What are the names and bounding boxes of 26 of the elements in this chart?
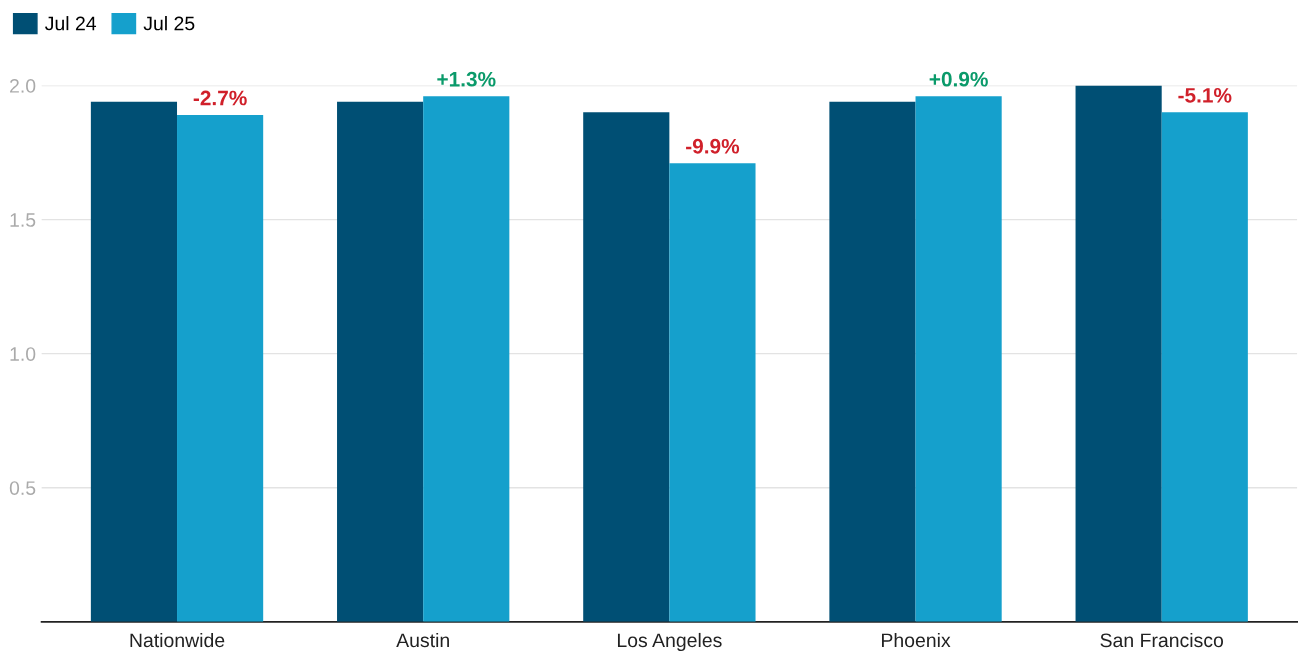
bar bbox=[1161, 112, 1248, 622]
annotation: -2.7% bbox=[193, 90, 247, 106]
bar bbox=[669, 163, 756, 622]
x-tick-label: Los Angeles bbox=[617, 632, 722, 652]
annotation: -9.9% bbox=[686, 138, 740, 154]
bar bbox=[90, 101, 178, 622]
annotation: +0.9% bbox=[929, 71, 988, 87]
bar bbox=[423, 96, 510, 622]
y-tick-label: 0.5 bbox=[9, 481, 36, 495]
x-tick-label: Phoenix bbox=[882, 632, 951, 648]
bar bbox=[829, 101, 916, 622]
x-tick-label: San Francisco bbox=[1100, 632, 1224, 648]
y-tick-label: 1.0 bbox=[10, 347, 36, 361]
bar bbox=[177, 115, 264, 622]
bar bbox=[915, 96, 1002, 622]
annotation: +1.3% bbox=[437, 71, 496, 87]
bar bbox=[1075, 85, 1162, 622]
y-tick-label: 1.5 bbox=[10, 213, 36, 227]
bar bbox=[583, 112, 670, 622]
x-tick-label: Nationwide bbox=[130, 632, 225, 648]
legend-label: Jul 24 bbox=[45, 16, 97, 31]
legend-label: Jul 25 bbox=[143, 16, 195, 31]
annotation: -5.1% bbox=[1178, 87, 1232, 103]
y-tick-label: 2.0 bbox=[10, 79, 36, 93]
x-tick-label: Austin bbox=[396, 632, 449, 648]
bar bbox=[337, 101, 424, 622]
